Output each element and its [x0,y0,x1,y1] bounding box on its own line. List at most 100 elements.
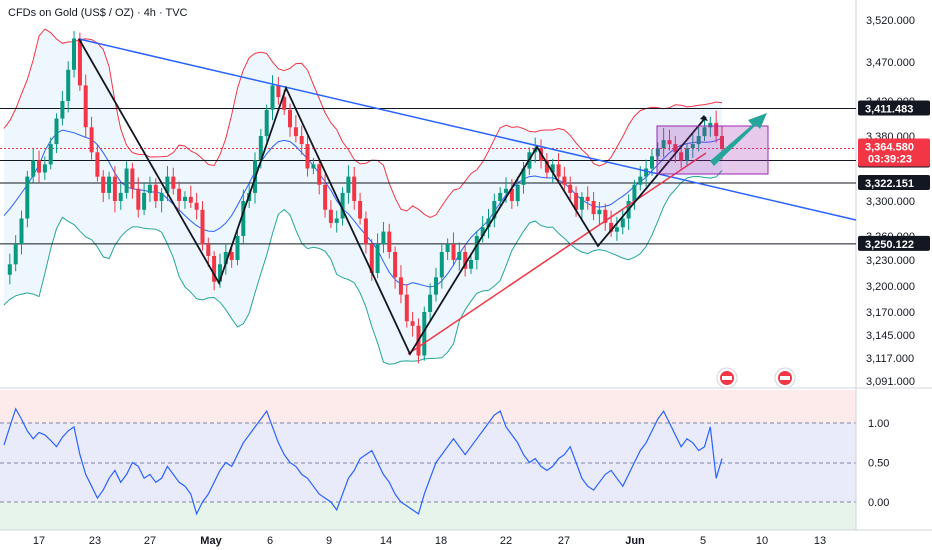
candle-body [591,201,596,215]
level-badge-bg [858,100,930,116]
candle-body [451,244,456,260]
candle-body [428,294,433,312]
price-tick-label: 3,170.000 [866,307,915,319]
level-badge-label: 3,250.122 [865,239,914,251]
candle-body [183,196,187,201]
time-tick-label: 13 [814,535,826,547]
candle-body [574,192,579,210]
candle-body [398,277,403,295]
candle-body [463,252,468,269]
candle-body [293,127,298,137]
candle-body [299,136,304,145]
descending-trendline[interactable] [78,38,857,221]
candle-body [515,184,520,202]
consolidation-box[interactable] [656,125,769,175]
candle-body [620,218,625,228]
event-flag-2[interactable] [774,367,796,389]
candle-body [60,101,65,119]
candle-body [492,201,497,219]
last-price-badge-countdown: 03:39:23 [868,154,912,166]
candle-body [101,176,106,193]
candle-body [346,176,351,193]
candle-body [95,152,100,177]
oscillator-tick-label: 0.00 [868,497,889,509]
candle-body [305,144,310,169]
candle-body [457,252,462,260]
oscillator-tick-label: 1.00 [868,418,889,430]
level-badge-label: 3,322.151 [865,178,914,190]
candle-body [13,244,18,265]
candle-body [334,218,339,223]
candle-body [474,236,479,260]
candle-body [544,160,549,173]
oscillator-line [3,407,723,516]
candle-body [89,127,94,153]
candle-body [363,218,368,244]
level-badge-label: 3,411.483 [865,104,913,116]
time-tick-label: 10 [756,535,768,547]
bollinger-bands [3,28,723,365]
candle-body [112,176,117,201]
upper-band [3,28,723,218]
candle-body [258,136,263,161]
candle-body [375,244,380,273]
candle-body [679,152,684,161]
level-badge-bg [858,175,930,190]
price-tick-label: 3,091.000 [866,376,915,388]
candle-body [31,160,36,177]
candle-body [72,38,76,70]
candlestick-series [7,30,724,364]
candle-body [107,176,112,193]
candle-body [323,184,328,210]
price-tick-label: 3,300.000 [866,196,915,208]
candle-body [381,231,386,244]
candle-body [609,222,614,232]
price-tick-label: 3,145.000 [866,330,915,342]
time-tick-label: 17 [33,535,45,547]
zigzag-pattern[interactable] [78,38,707,356]
time-axis: 17 23 27 May 6 9 14 18 22 27 Jun 5 10 13 [33,535,826,547]
time-tick-label: 6 [267,535,273,547]
last-price-badge-bg [858,138,930,167]
candle-body [720,136,724,149]
candle-body [235,236,240,260]
candle-body [340,192,345,219]
candle-body [25,176,30,219]
candle-body [42,164,47,173]
time-tick-label: 23 [89,535,101,547]
candle-body [206,244,211,256]
time-tick-label: 5 [700,535,706,547]
candle-body [159,192,164,201]
candle-body [714,122,719,136]
candle-body [404,294,409,322]
band-fill [4,29,722,365]
candle-body [667,140,672,145]
candle-body [556,164,561,177]
candle-body [282,97,287,110]
lower-band [3,170,723,365]
candle-body [469,260,473,269]
projection-arrow[interactable] [710,113,767,166]
candle-body [194,202,199,210]
zigzag-arrowhead [700,115,708,121]
candle-body [434,277,438,295]
candle-body [66,69,71,101]
price-tick-label: 3,200.000 [866,281,915,293]
candle-body [270,85,275,110]
candle-body [661,140,666,149]
time-tick-label: 27 [144,535,156,547]
candle-body [690,144,695,149]
candle-body [387,231,392,252]
time-tick-label: Jun [625,535,645,547]
time-tick-label: May [200,535,222,547]
event-flag-1[interactable] [716,367,738,389]
price-tick-label: 3,117.000 [866,353,914,365]
candle-body [644,168,649,177]
candle-body [328,209,333,223]
candle-body [223,252,228,265]
time-tick-label: 9 [326,535,332,547]
ascending-trendline[interactable] [407,152,707,355]
oscillator-axis: 1.00 0.50 0.00 [868,418,889,509]
candle-body [130,168,135,189]
